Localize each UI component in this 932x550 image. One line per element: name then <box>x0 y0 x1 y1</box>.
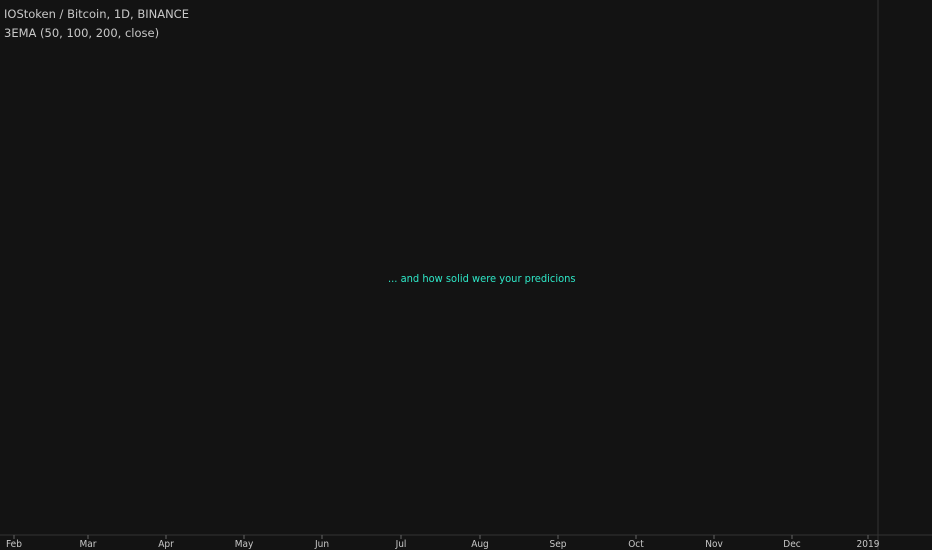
time-tick-label: Jul <box>395 539 407 550</box>
time-tick-label: May <box>235 539 254 550</box>
annotation-text: ... and how solid were your predicions <box>388 272 576 285</box>
time-tick-label: Nov <box>705 539 723 550</box>
chart-title: IOStoken / Bitcoin, 1D, BINANCE <box>4 7 189 21</box>
time-tick-label: Aug <box>471 539 489 550</box>
indicator-label: 3EMA (50, 100, 200, close) <box>4 26 160 40</box>
time-tick-label: Oct <box>628 539 644 550</box>
time-tick-label: Sep <box>550 539 567 550</box>
time-axis: Feb Mar Apr May Jun Jul Aug Sep Oct Nov Dec 2019 <box>0 534 932 550</box>
price-axis: 0.000002000.000003000.000004000.00000500… <box>877 0 879 550</box>
time-tick-label: Apr <box>158 539 174 550</box>
time-tick-label: Mar <box>80 539 97 550</box>
time-tick-label: Jun <box>314 539 329 550</box>
time-tick-label: Dec <box>783 539 800 550</box>
time-tick-label: Feb <box>6 539 22 550</box>
chart-text: ... and how solid were your predicions <box>388 272 576 285</box>
time-tick-label: 2019 <box>857 539 880 550</box>
